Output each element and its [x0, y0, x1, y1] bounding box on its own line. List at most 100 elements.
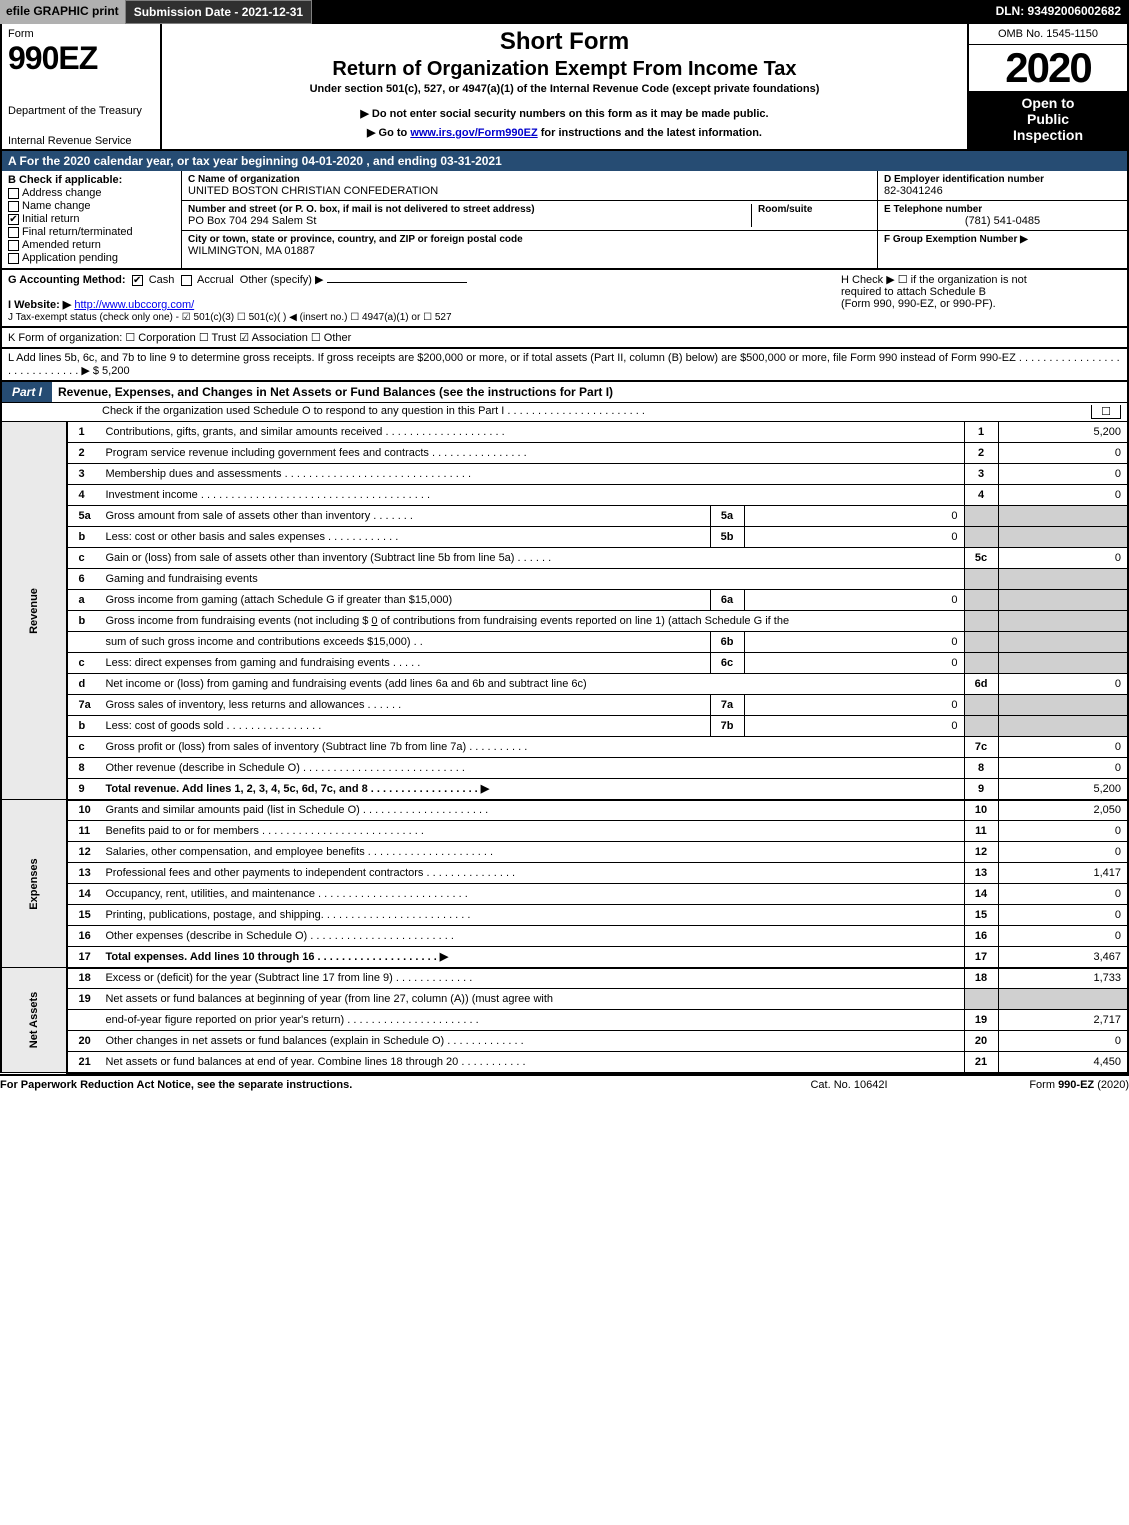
l19-desc1: Net assets or fund balances at beginning…	[101, 989, 964, 1010]
box-k: K Form of organization: ☐ Corporation ☐ …	[0, 328, 1129, 349]
l18-desc: Excess or (deficit) for the year (Subtra…	[101, 968, 964, 989]
part1-sub-checkbox[interactable]: ☐	[1091, 405, 1121, 419]
l3-rv: 0	[998, 464, 1128, 485]
ein-value: 82-3041246	[884, 185, 1121, 197]
l7c-rn: 7c	[964, 737, 998, 758]
l6-rshade	[964, 569, 998, 590]
l7b-sn: 7b	[710, 716, 744, 737]
l18-no: 18	[67, 968, 101, 989]
open-line3: Inspection	[969, 127, 1127, 143]
header-center: Short Form Return of Organization Exempt…	[162, 24, 967, 149]
box-d: D Employer identification number 82-3041…	[878, 171, 1127, 201]
boxes-def: D Employer identification number 82-3041…	[877, 171, 1127, 268]
l19-no: 19	[67, 989, 101, 1010]
l6b-no2	[67, 632, 101, 653]
org-name-value: UNITED BOSTON CHRISTIAN CONFEDERATION	[188, 185, 871, 197]
l20-no: 20	[67, 1031, 101, 1052]
chk-initial-return[interactable]: Initial return	[8, 213, 175, 225]
l1-rn: 1	[964, 422, 998, 443]
l19-rshade	[964, 989, 998, 1010]
org-name-row: C Name of organization UNITED BOSTON CHR…	[182, 171, 877, 201]
l5c-desc: Gain or (loss) from sale of assets other…	[101, 548, 964, 569]
chk-address-change[interactable]: Address change	[8, 187, 175, 199]
l20-rn: 20	[964, 1031, 998, 1052]
chk-cash[interactable]	[132, 275, 143, 286]
chk-name-change[interactable]: Name change	[8, 200, 175, 212]
l16-rn: 16	[964, 926, 998, 947]
l2-desc: Program service revenue including govern…	[101, 443, 964, 464]
l6-rvshade	[998, 569, 1128, 590]
l11-rv: 0	[998, 821, 1128, 842]
phone-label: E Telephone number	[884, 204, 1121, 215]
l7b-desc: Less: cost of goods sold . . . . . . . .…	[101, 716, 710, 737]
l5b-no: b	[67, 527, 101, 548]
l18-rn: 18	[964, 968, 998, 989]
l10-rv: 2,050	[998, 800, 1128, 821]
l9-desc: Total revenue. Add lines 1, 2, 3, 4, 5c,…	[101, 779, 964, 800]
l6-no: 6	[67, 569, 101, 590]
l13-desc: Professional fees and other payments to …	[101, 863, 964, 884]
city-label: City or town, state or province, country…	[188, 234, 871, 245]
l5b-sv: 0	[744, 527, 964, 548]
l4-rn: 4	[964, 485, 998, 506]
l5a-sn: 5a	[710, 506, 744, 527]
header-right: OMB No. 1545-1150 2020 Open to Public In…	[967, 24, 1127, 149]
box-h-line2: required to attach Schedule B	[841, 286, 1121, 298]
part1-sub: Check if the organization used Schedule …	[0, 403, 1129, 421]
l6d-rv: 0	[998, 674, 1128, 695]
street-label: Number and street (or P. O. box, if mail…	[188, 204, 751, 215]
group-exemption-label: F Group Exemption Number ▶	[884, 234, 1121, 245]
l6b-rshade2	[964, 632, 998, 653]
l2-rn: 2	[964, 443, 998, 464]
l13-rn: 13	[964, 863, 998, 884]
l21-desc: Net assets or fund balances at end of ye…	[101, 1052, 964, 1073]
chk-application-pending[interactable]: Application pending	[8, 252, 175, 264]
chk-accrual[interactable]	[181, 275, 192, 286]
box-h-line3: (Form 990, 990-EZ, or 990-PF).	[841, 298, 1121, 310]
l15-rv: 0	[998, 905, 1128, 926]
website-link[interactable]: http://www.ubccorg.com/	[74, 299, 194, 311]
street-row: Number and street (or P. O. box, if mail…	[182, 201, 877, 231]
other-specify-line	[327, 282, 467, 283]
l9-rn: 9	[964, 779, 998, 800]
l7a-rshade	[964, 695, 998, 716]
ein-label: D Employer identification number	[884, 174, 1121, 185]
l15-rn: 15	[964, 905, 998, 926]
l6a-desc: Gross income from gaming (attach Schedul…	[101, 590, 710, 611]
open-line2: Public	[969, 111, 1127, 127]
l12-desc: Salaries, other compensation, and employ…	[101, 842, 964, 863]
chk-amended-return[interactable]: Amended return	[8, 239, 175, 251]
omb-number: OMB No. 1545-1150	[969, 24, 1127, 45]
chk-final-return[interactable]: Final return/terminated	[8, 226, 175, 238]
l12-rv: 0	[998, 842, 1128, 863]
l6d-rn: 6d	[964, 674, 998, 695]
submission-date-label: Submission Date - 2021-12-31	[125, 0, 312, 24]
l3-rn: 3	[964, 464, 998, 485]
l6c-rshade	[964, 653, 998, 674]
line-a-band: A For the 2020 calendar year, or tax yea…	[0, 151, 1129, 171]
dln-label: DLN: 93492006002682	[988, 0, 1129, 24]
title-short-form: Short Form	[168, 28, 961, 56]
l5c-no: c	[67, 548, 101, 569]
l7b-no: b	[67, 716, 101, 737]
phone-value: (781) 541-0485	[884, 215, 1121, 227]
l5c-rv: 0	[998, 548, 1128, 569]
part1-sub-text: Check if the organization used Schedule …	[102, 405, 1091, 419]
l6b-desc1: Gross income from fundraising events (no…	[101, 611, 964, 632]
l3-desc: Membership dues and assessments . . . . …	[101, 464, 964, 485]
l6b-no: b	[67, 611, 101, 632]
l14-no: 14	[67, 884, 101, 905]
l15-no: 15	[67, 905, 101, 926]
l17-no: 17	[67, 947, 101, 968]
part1-tab: Part I	[2, 382, 52, 402]
part1-title: Revenue, Expenses, and Changes in Net As…	[52, 382, 1127, 402]
l8-desc: Other revenue (describe in Schedule O) .…	[101, 758, 964, 779]
l6d-no: d	[67, 674, 101, 695]
goto-pre: ▶ Go to	[367, 127, 410, 139]
l6c-rvshade	[998, 653, 1128, 674]
goto-link[interactable]: www.irs.gov/Form990EZ	[410, 127, 537, 139]
l17-desc: Total expenses. Add lines 10 through 16 …	[101, 947, 964, 968]
title-return: Return of Organization Exempt From Incom…	[168, 58, 961, 81]
efile-print-label: efile GRAPHIC print	[0, 0, 125, 24]
l2-rv: 0	[998, 443, 1128, 464]
